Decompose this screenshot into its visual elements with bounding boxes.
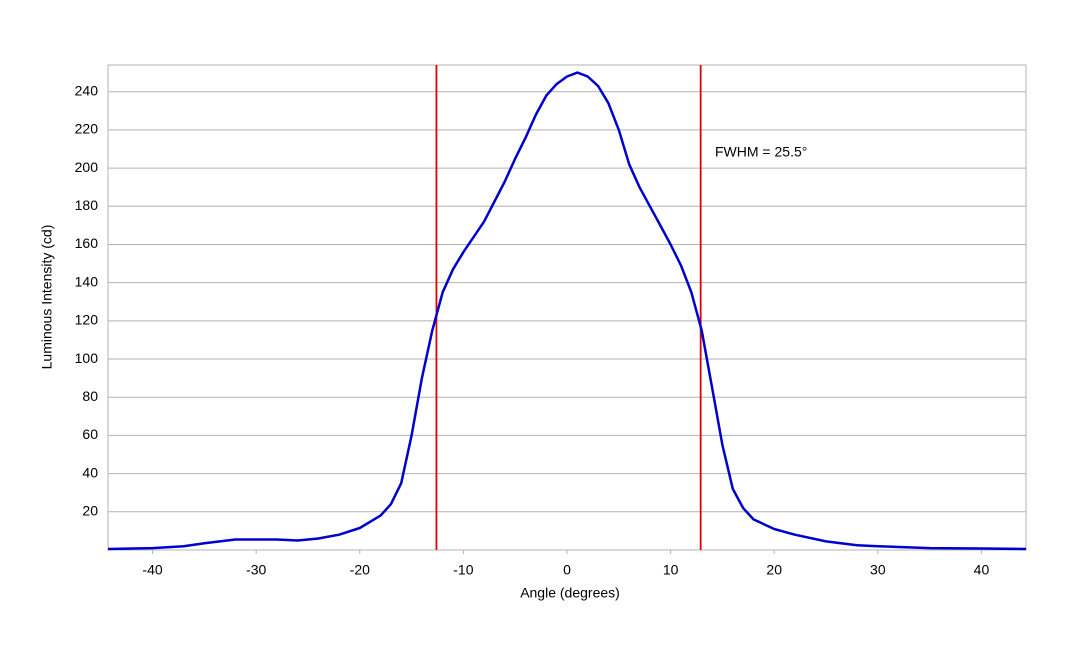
x-tick-label: -20: [350, 562, 370, 578]
y-axis-label: Luminous Intensity (cd): [39, 225, 55, 370]
y-tick-label: 80: [82, 388, 98, 404]
x-tick-label: 40: [974, 562, 990, 578]
plot-area: [107, 64, 1027, 551]
x-axis-label: Angle (degrees): [520, 585, 620, 601]
y-tick-label: 100: [75, 350, 99, 366]
y-tick-label: 40: [82, 464, 98, 480]
y-tick-label: 200: [75, 159, 99, 175]
y-tick-label: 20: [82, 503, 98, 519]
y-tick-label: 60: [82, 426, 98, 442]
y-tick-label: 120: [75, 312, 99, 328]
y-tick-label: 140: [75, 273, 99, 289]
intensity-curve: [107, 71, 1027, 551]
y-tick-label: 240: [75, 82, 99, 98]
x-tick-label: -10: [453, 562, 473, 578]
annotation: FWHM = 25.5°: [715, 144, 807, 160]
x-tick-label: 20: [766, 562, 782, 578]
y-tick-label: 160: [75, 235, 99, 251]
y-tick-label: 180: [75, 197, 99, 213]
x-tick-label: -40: [142, 562, 162, 578]
x-tick-label: 30: [870, 562, 886, 578]
x-tick-label: 0: [563, 562, 571, 578]
y-tick-label: 220: [75, 121, 99, 137]
x-tick-label: -30: [246, 562, 266, 578]
x-tick-label: 10: [663, 562, 679, 578]
